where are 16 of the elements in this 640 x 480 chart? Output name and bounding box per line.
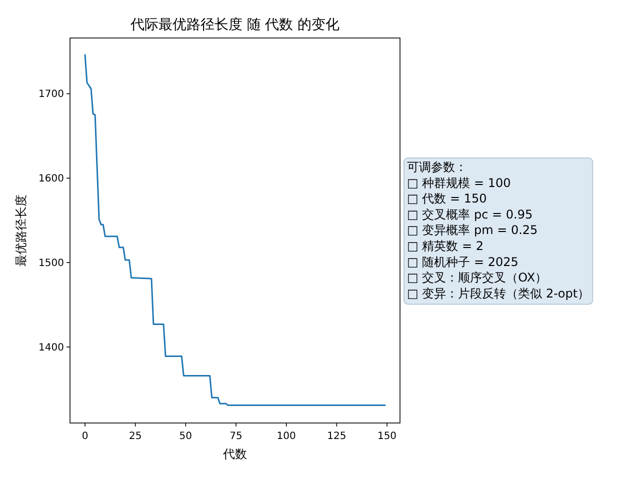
x-tick-label: 50	[179, 431, 192, 442]
y-tick-label: 1700	[38, 89, 64, 100]
x-tick-label: 25	[128, 431, 142, 442]
y-axis-title: 最优路径长度	[14, 194, 28, 266]
line-series	[84, 54, 386, 406]
x-axis-title: 代数	[222, 447, 247, 461]
text: 可调参数： □ 种群规模 = 100 □ 代数 = 150 □ 交叉概率 pc = 0.95 □ 变异概率 pm = 0.25 □ 精英数 = 2 □ 随机种子 = 2025 □ 交叉：顺序交叉（OX） □ 变异：片段反转（类似 2-opt）	[407, 160, 590, 300]
y-tick-label: 1500	[38, 258, 64, 270]
chart-title: 代际最优路径长度 随 代数 的变化	[129, 17, 340, 33]
y-tick-label: 1600	[38, 174, 64, 185]
x-tick-label: 0	[82, 431, 88, 442]
y-tick-label: 1400	[38, 342, 64, 354]
x-tick-label: 125	[327, 431, 346, 442]
x-tick-label: 75	[230, 431, 242, 442]
x-tick-label: 150	[377, 431, 397, 442]
x-tick-label: 100	[276, 431, 296, 442]
